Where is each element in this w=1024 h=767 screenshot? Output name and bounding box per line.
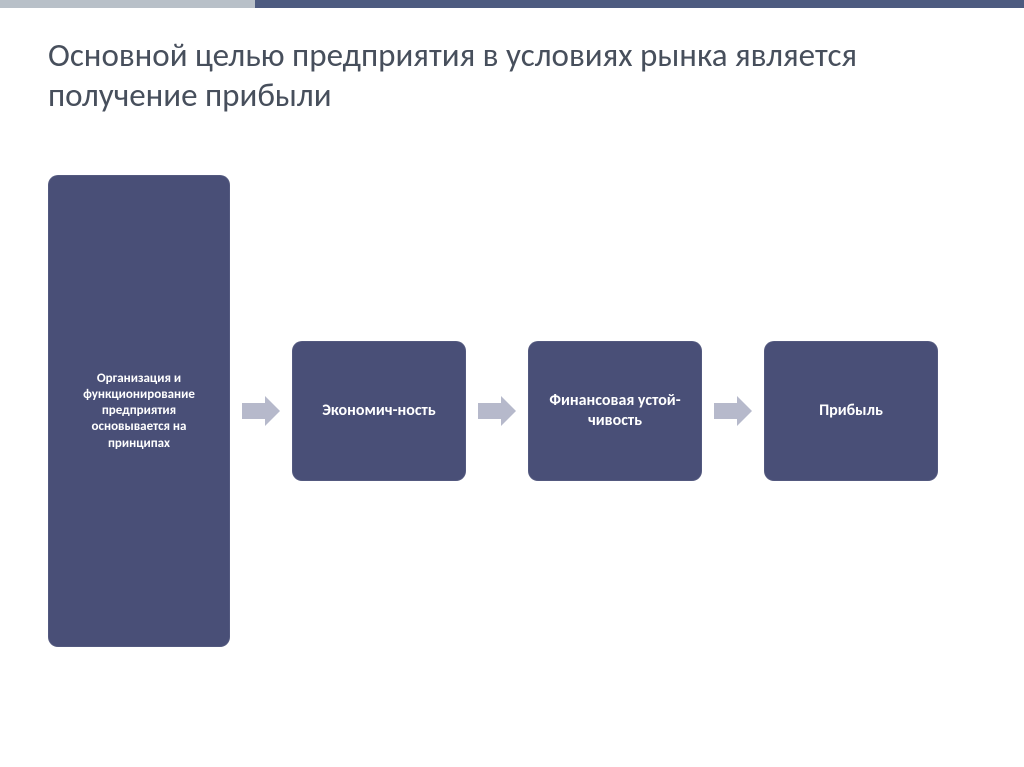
arrow-icon <box>242 396 280 426</box>
flow-box-principles: Организация и функционирование предприят… <box>48 175 230 647</box>
top-border <box>0 0 1024 8</box>
flow-diagram: Организация и функционирование предприят… <box>48 175 976 647</box>
arrow-icon <box>478 396 516 426</box>
flow-box-economy: Экономич-ность <box>292 341 466 481</box>
slide-title: Основной целью предприятия в условиях ры… <box>48 36 976 115</box>
top-border-left <box>0 0 255 8</box>
arrow-icon <box>714 396 752 426</box>
slide: Основной целью предприятия в условиях ры… <box>0 8 1024 647</box>
top-border-right <box>255 0 1024 8</box>
flow-box-label: Прибыль <box>819 401 883 421</box>
flow-box-label: Финансовая устой-чивость <box>542 391 688 431</box>
flow-box-label: Организация и функционирование предприят… <box>62 371 216 452</box>
flow-box-label: Экономич-ность <box>322 401 435 421</box>
flow-box-stability: Финансовая устой-чивость <box>528 341 702 481</box>
flow-box-profit: Прибыль <box>764 341 938 481</box>
